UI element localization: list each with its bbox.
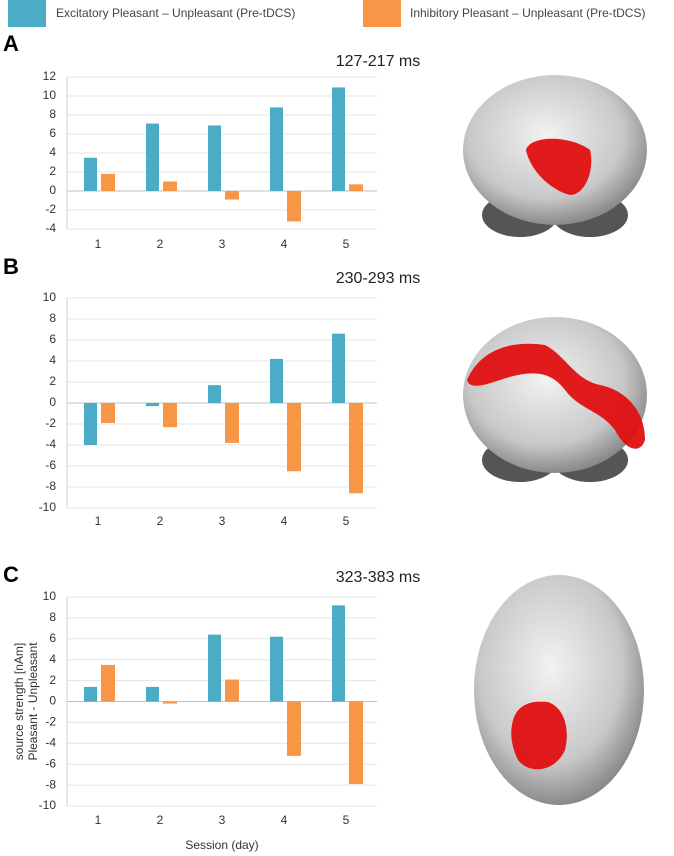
y-tick-label: -8 [45,777,56,791]
panel-letter: A [3,31,19,56]
x-tick-label: 1 [95,813,102,827]
x-tick-label: 5 [343,514,350,528]
y-tick-label: 12 [43,69,57,83]
bar [225,679,239,702]
x-tick-label: 2 [157,237,164,251]
panel-letter: C [3,562,19,587]
x-axis-label: Session (day) [185,838,258,852]
bar [287,403,301,472]
bar [349,701,363,785]
bar [332,333,345,403]
x-tick-label: 3 [219,514,226,528]
bar [225,191,239,200]
bar [101,173,115,191]
y-tick-label: 6 [49,631,56,645]
bar [146,686,159,702]
y-tick-label: 0 [49,183,56,197]
y-tick-label: -6 [45,756,56,770]
y-tick-label: 2 [49,374,56,388]
y-tick-label: -2 [45,715,56,729]
bar [332,87,345,191]
y-tick-label: -2 [45,202,56,216]
panel-title: 127-217 ms [336,53,421,70]
y-tick-label: 10 [43,290,57,304]
legend-label: Excitatory Pleasant – Unpleasant (Pre-tD… [56,6,295,20]
y-tick-label: 6 [49,332,56,346]
legend-label: Inhibitory Pleasant – Unpleasant (Pre-tD… [410,6,645,20]
y-axis-label: source strength [nAm] [12,643,26,760]
bar [84,686,97,702]
y-tick-label: -10 [39,500,57,514]
y-tick-label: -8 [45,479,56,493]
brain-b [463,317,647,482]
brain-a [463,75,647,237]
y-tick-label: 2 [49,673,56,687]
bar [101,403,115,423]
bar [163,181,177,191]
bar [270,636,283,702]
x-tick-label: 5 [343,813,350,827]
x-tick-label: 1 [95,514,102,528]
x-tick-label: 5 [343,237,350,251]
bar [84,157,97,191]
y-tick-label: 8 [49,311,56,325]
y-tick-label: 4 [49,652,56,666]
y-tick-label: 8 [49,610,56,624]
x-tick-label: 4 [281,237,288,251]
x-tick-label: 1 [95,237,102,251]
bar [287,701,301,756]
y-tick-label: 2 [49,164,56,178]
bar [349,403,363,494]
y-tick-label: 0 [49,694,56,708]
bar [208,385,221,403]
y-tick-label: -4 [45,437,56,451]
x-tick-label: 3 [219,813,226,827]
bar [208,634,221,702]
bar [146,123,159,191]
y-tick-label: -4 [45,221,56,235]
bar [208,125,221,191]
bar [270,107,283,191]
y-tick-label: 10 [43,589,57,603]
y-tick-label: 0 [49,395,56,409]
bar [163,701,177,704]
y-tick-label: 8 [49,107,56,121]
y-axis-label: Pleasant - Unpleasant [26,642,40,761]
panel-title: 230-293 ms [336,270,421,287]
bar [84,403,97,445]
panel-letter: B [3,254,19,279]
bar [349,184,363,191]
bar [270,358,283,403]
brain-c [474,575,644,805]
y-tick-label: 4 [49,353,56,367]
y-tick-label: 4 [49,145,56,159]
bar [163,403,177,428]
x-tick-label: 3 [219,237,226,251]
y-tick-label: 6 [49,126,56,140]
x-tick-label: 2 [157,514,164,528]
y-tick-label: -6 [45,458,56,472]
y-tick-label: 10 [43,88,57,102]
panel-title: 323-383 ms [336,569,421,586]
bar [225,403,239,443]
y-tick-label: -4 [45,735,56,749]
y-tick-label: -2 [45,416,56,430]
bar [146,403,159,407]
y-tick-label: -10 [39,798,57,812]
x-tick-label: 4 [281,514,288,528]
legend-swatch [8,0,46,27]
legend-swatch [363,0,401,27]
x-tick-label: 4 [281,813,288,827]
bar [287,191,301,222]
x-tick-label: 2 [157,813,164,827]
bar [332,605,345,702]
bar [101,664,115,702]
